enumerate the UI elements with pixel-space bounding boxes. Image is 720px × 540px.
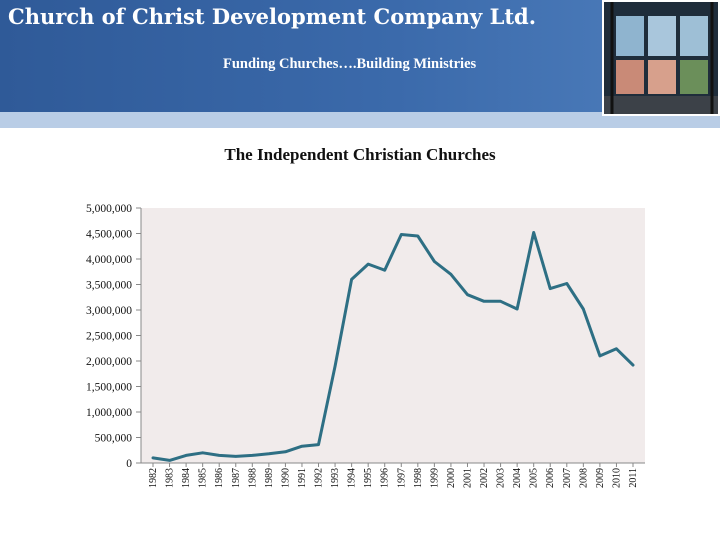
data-point bbox=[482, 300, 486, 303]
x-tick-label: 1983 bbox=[165, 468, 176, 488]
data-point bbox=[201, 451, 204, 454]
data-point bbox=[333, 364, 337, 368]
data-point bbox=[267, 452, 271, 456]
data-point bbox=[218, 454, 221, 457]
x-tick-label: 1990 bbox=[280, 468, 291, 488]
x-tick-label: 1998 bbox=[413, 468, 424, 488]
data-point bbox=[350, 278, 353, 281]
x-tick-label: 1986 bbox=[214, 468, 225, 488]
x-tick-label: 1993 bbox=[330, 468, 341, 488]
data-point bbox=[598, 354, 602, 358]
data-point bbox=[184, 454, 188, 457]
data-point bbox=[383, 269, 386, 272]
x-tick-label: 2003 bbox=[496, 468, 507, 488]
data-point bbox=[449, 273, 453, 276]
data-point bbox=[234, 455, 237, 458]
x-tick-label: 1982 bbox=[148, 468, 159, 488]
header-strip bbox=[0, 112, 720, 128]
building-photo bbox=[602, 0, 720, 116]
data-point bbox=[284, 450, 287, 453]
x-tick-label: 1994 bbox=[347, 468, 358, 488]
plot-area bbox=[141, 208, 645, 463]
x-tick-label: 2008 bbox=[578, 468, 589, 488]
x-tick-label: 1985 bbox=[198, 468, 209, 488]
y-tick-label: 0 bbox=[126, 458, 132, 470]
x-tick-label: 1997 bbox=[396, 468, 407, 488]
company-title: Church of Christ Development Company Ltd… bbox=[8, 4, 537, 29]
x-tick-label: 2000 bbox=[446, 468, 457, 488]
data-point bbox=[168, 459, 171, 462]
series-line bbox=[151, 231, 635, 462]
x-tick-label: 1988 bbox=[247, 468, 258, 488]
data-point bbox=[300, 444, 304, 448]
y-tick-label: 1,000,000 bbox=[86, 407, 132, 419]
y-tick-label: 3,500,000 bbox=[86, 280, 132, 292]
chart-title: The Independent Christian Churches bbox=[224, 145, 496, 164]
data-point bbox=[499, 300, 502, 303]
data-point bbox=[400, 233, 403, 236]
x-tick-label: 2010 bbox=[611, 468, 622, 488]
data-point bbox=[532, 231, 535, 234]
data-point bbox=[416, 234, 420, 238]
x-tick-label: 2011 bbox=[628, 468, 639, 488]
y-tick-label: 4,000,000 bbox=[86, 254, 132, 266]
x-tick-label: 2009 bbox=[595, 468, 606, 488]
x-tick-label: 2004 bbox=[512, 468, 523, 488]
data-point bbox=[615, 347, 618, 350]
y-tick-label: 2,000,000 bbox=[86, 356, 132, 368]
x-tick-label: 2006 bbox=[545, 468, 556, 488]
x-tick-label: 1992 bbox=[314, 468, 325, 488]
data-point bbox=[317, 443, 320, 446]
x-tick-label: 1995 bbox=[363, 468, 374, 488]
x-tick-label: 1987 bbox=[231, 468, 242, 488]
x-tick-label: 2007 bbox=[562, 468, 573, 488]
data-point bbox=[565, 282, 568, 285]
y-tick-label: 5,000,000 bbox=[86, 203, 132, 215]
x-tick-label: 1996 bbox=[380, 468, 391, 488]
y-tick-label: 2,500,000 bbox=[86, 331, 132, 343]
data-point bbox=[631, 363, 635, 367]
x-tick-label: 2001 bbox=[462, 468, 473, 488]
data-point bbox=[251, 454, 254, 457]
y-tick-label: 1,500,000 bbox=[86, 382, 132, 394]
x-tick-label: 1989 bbox=[264, 468, 275, 488]
data-point bbox=[515, 307, 519, 311]
data-point bbox=[366, 262, 370, 266]
x-tick-label: 2005 bbox=[529, 468, 540, 488]
data-point bbox=[433, 260, 436, 263]
y-tick-label: 4,500,000 bbox=[86, 229, 132, 241]
data-point bbox=[549, 287, 552, 290]
y-tick-label: 3,000,000 bbox=[86, 305, 132, 317]
data-point bbox=[151, 456, 155, 460]
data-point bbox=[582, 307, 585, 311]
data-point bbox=[466, 293, 469, 296]
x-tick-label: 1999 bbox=[429, 468, 440, 488]
header-banner bbox=[0, 0, 720, 112]
y-tick-label: 500,000 bbox=[95, 433, 133, 445]
company-tagline: Funding Churches….Building Ministries bbox=[223, 56, 477, 72]
x-tick-label: 1991 bbox=[297, 468, 308, 488]
x-tick-label: 1984 bbox=[181, 468, 192, 488]
x-tick-label: 2002 bbox=[479, 468, 490, 488]
